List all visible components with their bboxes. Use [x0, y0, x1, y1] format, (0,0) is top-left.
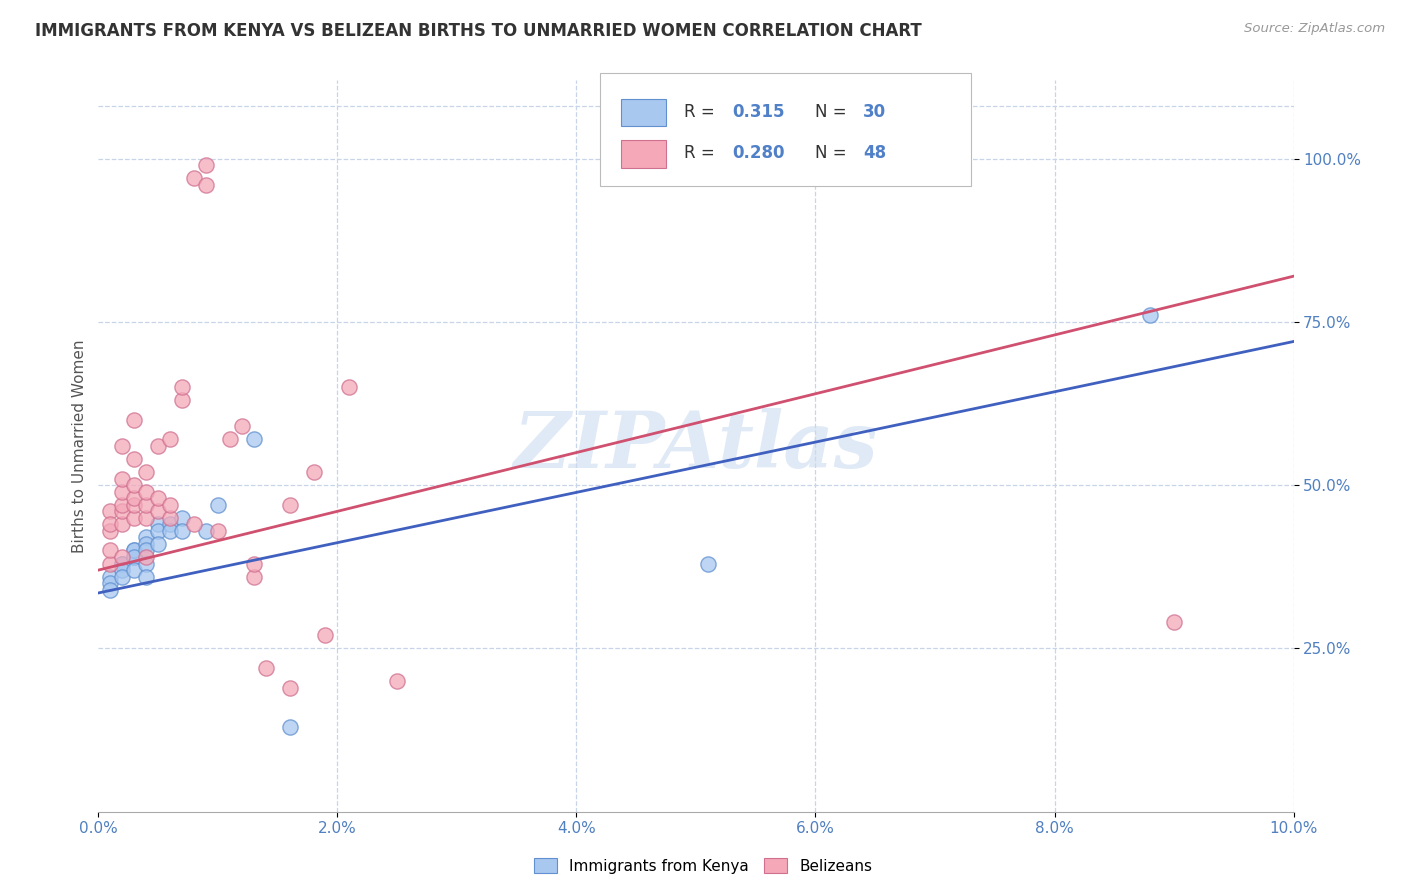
Point: [124, 549, 146, 564]
Point: [111, 484, 134, 499]
Text: IMMIGRANTS FROM KENYA VS BELIZEAN BIRTHS TO UNMARRIED WOMEN CORRELATION CHART: IMMIGRANTS FROM KENYA VS BELIZEAN BIRTHS…: [35, 22, 922, 40]
Point: [159, 433, 181, 447]
Point: [135, 484, 157, 499]
Legend: Immigrants from Kenya, Belizeans: Immigrants from Kenya, Belizeans: [527, 852, 879, 880]
Text: 0.280: 0.280: [733, 145, 785, 162]
Point: [135, 511, 157, 525]
Point: [111, 569, 134, 583]
Point: [124, 498, 146, 512]
Point: [111, 498, 134, 512]
Point: [195, 158, 218, 172]
Point: [1139, 309, 1161, 323]
Point: [111, 549, 134, 564]
Text: R =: R =: [685, 103, 720, 120]
Point: [183, 171, 205, 186]
Point: [219, 433, 242, 447]
Point: [148, 524, 170, 538]
Point: [111, 439, 134, 453]
Point: [254, 661, 277, 675]
Point: [148, 491, 170, 506]
Text: R =: R =: [685, 145, 720, 162]
Point: [148, 504, 170, 518]
Point: [124, 478, 146, 492]
Text: N =: N =: [815, 103, 852, 120]
Point: [124, 413, 146, 427]
Point: [697, 557, 720, 571]
Point: [243, 569, 266, 583]
Point: [124, 563, 146, 577]
Text: 30: 30: [863, 103, 886, 120]
Point: [148, 517, 170, 532]
Point: [183, 517, 205, 532]
Point: [135, 537, 157, 551]
Point: [98, 557, 122, 571]
Point: [159, 517, 181, 532]
Text: Source: ZipAtlas.com: Source: ZipAtlas.com: [1244, 22, 1385, 36]
Point: [124, 511, 146, 525]
Point: [172, 511, 194, 525]
Point: [195, 524, 218, 538]
Point: [124, 543, 146, 558]
Point: [172, 393, 194, 408]
Point: [111, 563, 134, 577]
Point: [111, 517, 134, 532]
Point: [278, 498, 301, 512]
Point: [315, 628, 337, 642]
Point: [135, 543, 157, 558]
Point: [243, 433, 266, 447]
Point: [231, 419, 253, 434]
Text: 0.315: 0.315: [733, 103, 785, 120]
Point: [159, 524, 181, 538]
Point: [124, 491, 146, 506]
Point: [98, 543, 122, 558]
Point: [148, 439, 170, 453]
Point: [111, 504, 134, 518]
Point: [124, 452, 146, 467]
Point: [135, 498, 157, 512]
Text: N =: N =: [815, 145, 852, 162]
Point: [207, 498, 229, 512]
Point: [98, 582, 122, 597]
Point: [302, 465, 325, 479]
Point: [98, 569, 122, 583]
Point: [385, 674, 409, 689]
FancyBboxPatch shape: [600, 73, 972, 186]
Point: [135, 530, 157, 544]
Point: [207, 524, 229, 538]
Point: [111, 557, 134, 571]
Point: [1163, 615, 1185, 630]
Point: [98, 576, 122, 591]
Bar: [620, 99, 666, 127]
Bar: [620, 140, 666, 168]
Point: [98, 524, 122, 538]
Point: [135, 465, 157, 479]
Point: [278, 720, 301, 734]
Point: [135, 549, 157, 564]
Text: 48: 48: [863, 145, 886, 162]
Point: [243, 557, 266, 571]
Point: [172, 380, 194, 394]
Text: ZIPAtlas: ZIPAtlas: [513, 408, 879, 484]
Y-axis label: Births to Unmarried Women: Births to Unmarried Women: [72, 339, 87, 553]
Point: [339, 380, 361, 394]
Point: [124, 549, 146, 564]
Point: [159, 511, 181, 525]
Point: [98, 504, 122, 518]
Point: [98, 517, 122, 532]
Point: [278, 681, 301, 695]
Point: [135, 557, 157, 571]
Point: [135, 569, 157, 583]
Point: [195, 178, 218, 192]
Point: [148, 537, 170, 551]
Point: [111, 472, 134, 486]
Point: [159, 498, 181, 512]
Point: [111, 557, 134, 571]
Point: [124, 543, 146, 558]
Point: [172, 524, 194, 538]
